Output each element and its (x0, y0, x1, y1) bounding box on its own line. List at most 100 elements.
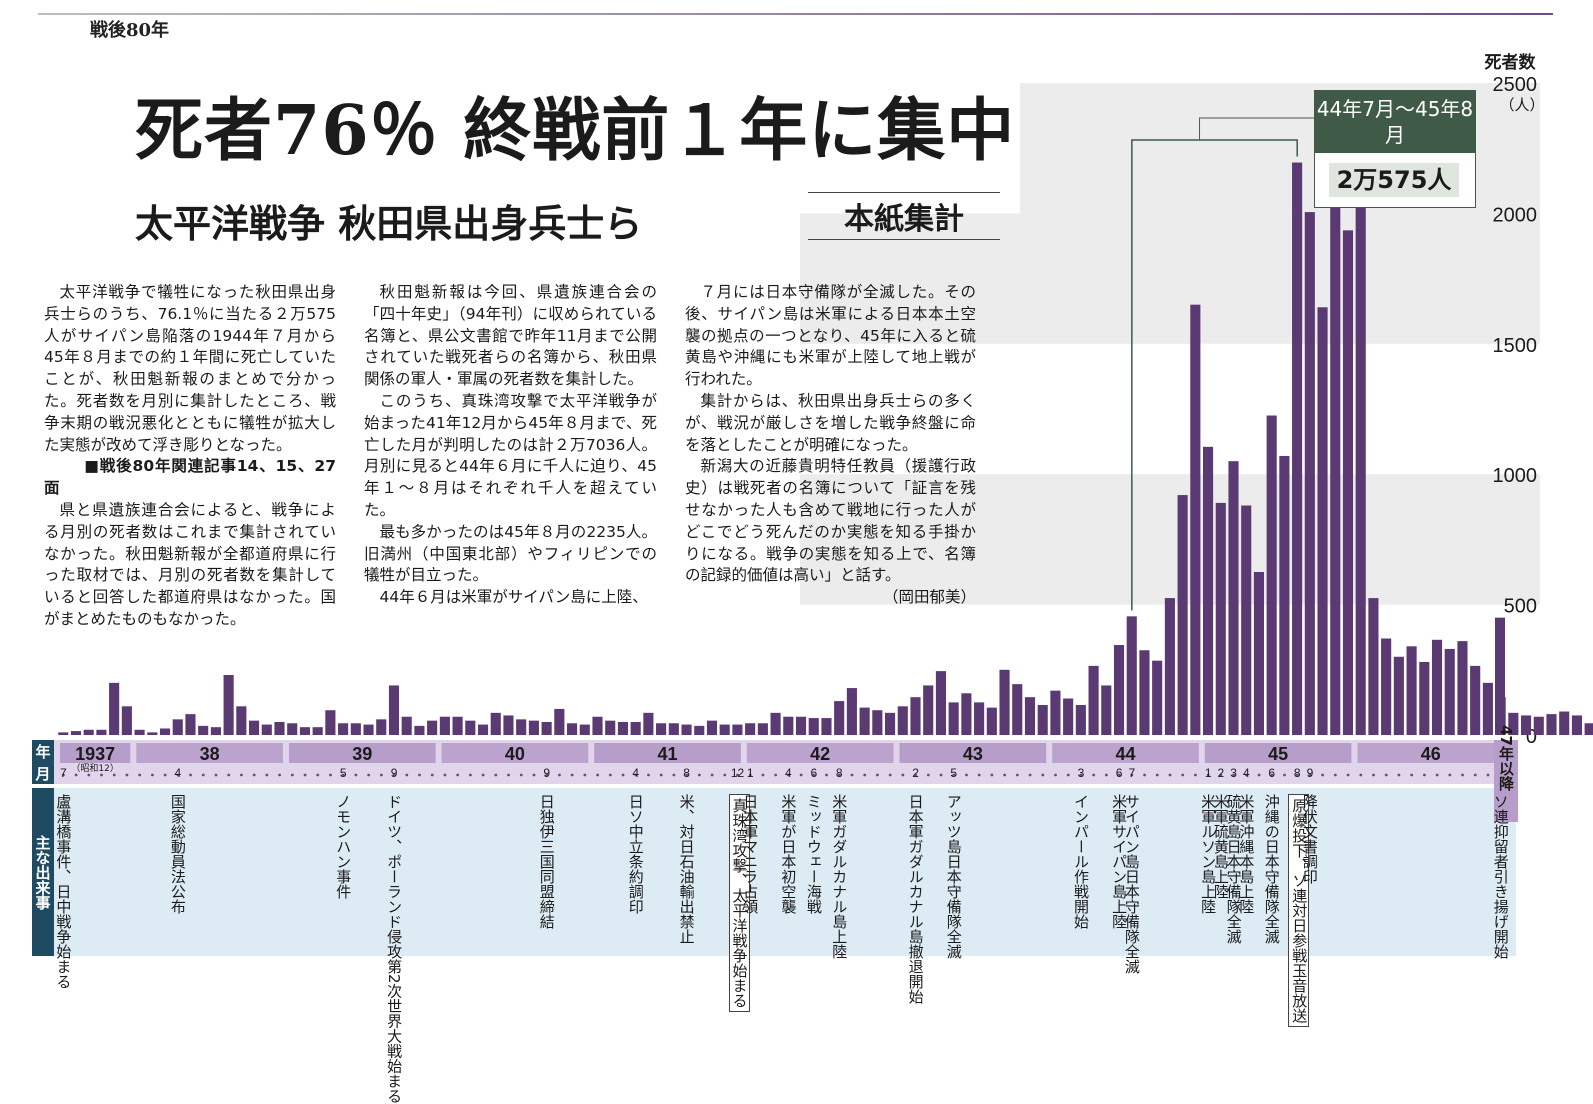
month-label: 12 (731, 766, 745, 780)
bar (376, 719, 387, 735)
event-label: アッツ島日本守備隊全滅 (944, 794, 963, 959)
month-dot (379, 773, 383, 777)
bar (388, 685, 400, 735)
bar (363, 724, 374, 735)
article-paragraph: 集計からは、秋田県出身兵士らの多くが、戦況が厳しさを増した戦争終盤に命を落とした… (685, 391, 976, 454)
month-dot (1194, 773, 1197, 777)
month-dot (252, 773, 256, 777)
month-dot (1359, 773, 1363, 777)
month-dot (1461, 773, 1464, 777)
month-dot (1295, 773, 1299, 777)
month-dot (1346, 773, 1350, 777)
month-label: 6 (810, 766, 817, 780)
month-dot (507, 773, 510, 777)
bar (223, 675, 234, 735)
bar (325, 710, 336, 735)
y-tick-label: 1000 (1493, 465, 1538, 487)
event-label: 米軍ルソン島上陸 (1199, 794, 1218, 914)
event-label: 米軍沖縄本島上陸 (1237, 794, 1256, 914)
month-dot (1130, 773, 1134, 777)
bar (172, 719, 183, 735)
year-band (746, 743, 894, 763)
month-dot (596, 773, 599, 777)
month-dot (201, 773, 205, 777)
month-label: 9 (1307, 766, 1314, 780)
bar (121, 706, 132, 735)
bar (261, 724, 272, 735)
month-label: 9 (391, 766, 398, 780)
month-dot (1181, 773, 1185, 777)
bar (1393, 656, 1404, 735)
month-dot (1473, 773, 1477, 777)
event-label: インパール作戦開始 (1071, 794, 1090, 929)
event-label: 国家総動員法公布 (168, 794, 187, 914)
article-paragraph: このうち、真珠湾攻撃で太平洋戦争が始まった41年12月から45年８月まで、死亡し… (364, 391, 657, 519)
year-label: 41 (658, 744, 678, 764)
bar (1050, 690, 1061, 735)
month-dot (1333, 773, 1337, 777)
bar (1152, 660, 1163, 735)
bracket-line (1131, 139, 1298, 611)
bar (808, 718, 819, 735)
month-dot (685, 773, 689, 777)
event-label: 米軍が日本初空襲 (779, 794, 798, 914)
month-dot (774, 773, 778, 777)
month-dot (672, 773, 676, 777)
month-dot (1041, 773, 1045, 777)
event-label: 米軍ガダルカナル島上陸 (830, 794, 849, 959)
bar (999, 669, 1010, 735)
month-dot (1092, 773, 1096, 777)
bar (70, 731, 82, 735)
month-dot (87, 773, 91, 777)
article-paragraph: 県と県遺族連合会によると、戦争による月別の死者数はこれまで集計されていなかった。… (44, 500, 336, 628)
month-dot (1244, 773, 1248, 777)
bar (554, 708, 565, 735)
year-label: 43 (963, 744, 983, 764)
bar (1203, 446, 1214, 735)
month-dot (1168, 773, 1172, 777)
month-dot (1054, 773, 1057, 777)
month-dot (761, 773, 765, 777)
year-band (441, 743, 589, 763)
event-label: 原爆投下、ソ連対日参戦玉音放送 (1288, 794, 1310, 1027)
month-dot (290, 773, 294, 777)
bar (58, 732, 69, 735)
month-label: 8 (683, 766, 690, 780)
bar (312, 727, 323, 735)
month-dot (1079, 773, 1083, 777)
month-dot (863, 773, 867, 777)
related-articles-ref: ■戦後80年関連記事14、15、27面 (44, 457, 336, 498)
bar (299, 727, 310, 735)
bar (910, 697, 921, 735)
callout-box: 44年7月～45年8月 2万575人 (1314, 90, 1476, 208)
bar (859, 707, 870, 735)
year-label: 40 (505, 744, 525, 764)
bar (477, 724, 489, 735)
y-axis-title: 死者数 (1485, 52, 1537, 73)
year-label: 44 (1115, 744, 1135, 764)
after-1947-label: 47年以降 (1497, 725, 1515, 792)
month-dot (1155, 773, 1159, 777)
bracket-leader (1199, 117, 1314, 140)
after-1947-box (1494, 740, 1518, 822)
bar (770, 712, 781, 735)
month-dot (977, 773, 981, 777)
month-dot (876, 773, 879, 777)
subheadline: 太平洋戦争 秋田県出身兵士ら (135, 202, 643, 246)
bar (1101, 685, 1112, 735)
events-label: 主な出来事 (32, 788, 54, 956)
bar (592, 716, 603, 735)
month-dot (697, 773, 701, 777)
month-dot (278, 773, 281, 777)
year-band (288, 743, 436, 763)
article-paragraph: 最も多かったのは45年８月の2235人。旧満州（中国東北部）やフィリピンでの犠牲… (364, 522, 657, 585)
month-dot (621, 773, 625, 777)
event-label: 沖縄の日本守備隊全滅 (1262, 794, 1281, 944)
bar (719, 724, 730, 735)
event-label: 米軍サイパン島上陸 (1110, 794, 1129, 929)
year-label: 42 (810, 744, 830, 764)
article-column-1: 太平洋戦争で犠牲になった秋田県出身兵士らのうち、76.1％に当たる２万575人が… (44, 282, 336, 631)
month-dot (303, 773, 307, 777)
bar (745, 723, 756, 735)
bar (1355, 152, 1366, 735)
